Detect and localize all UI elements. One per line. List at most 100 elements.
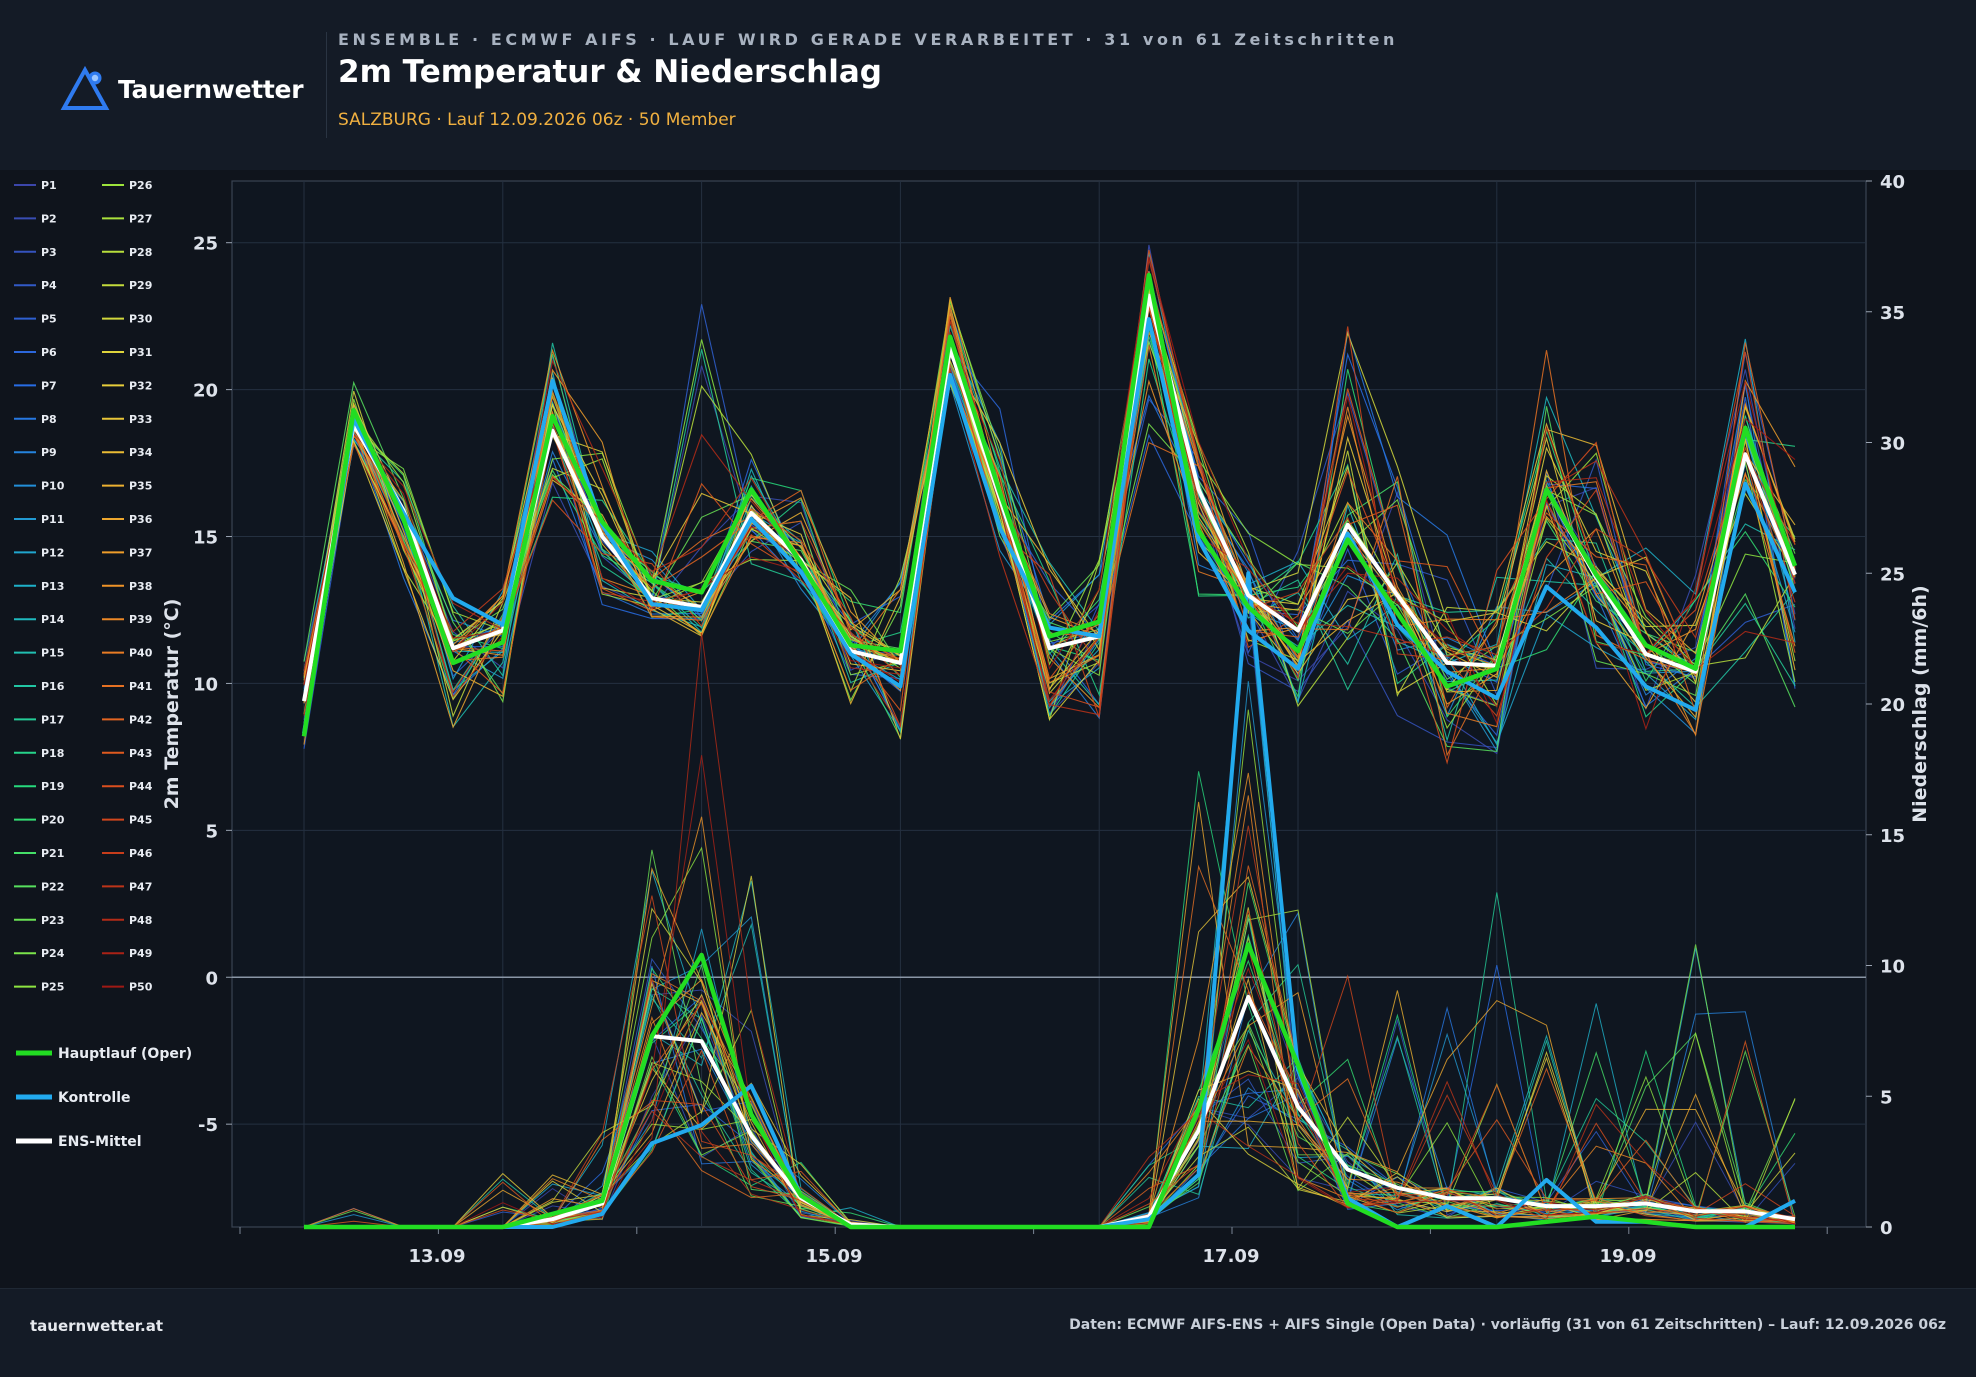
- legend-member-label: P14: [41, 613, 65, 626]
- logo[interactable]: Tauernwetter: [60, 66, 304, 112]
- legend-member-label: P3: [41, 246, 57, 259]
- legend-member-label: P33: [129, 413, 152, 426]
- legend-member-label: P35: [129, 480, 152, 493]
- y-left-axis-title: 2m Temperatur (°C): [161, 599, 183, 810]
- legend-member-label: P7: [41, 379, 57, 392]
- member-temp-line: [303, 280, 1796, 698]
- control-temp-line: [302, 317, 1797, 734]
- legend-member-label: P34: [129, 446, 153, 459]
- legend-member-label: P22: [41, 880, 64, 893]
- chart-area: -5 0 5 10 15 20 25 0 5 10 15 20 25 30 35 40 13.09 15.09 17…: [0, 170, 1976, 1286]
- y-right-tick-label: 0: [1880, 1218, 1893, 1239]
- footer: tauernwetter.at Daten: ECMWF AIFS-ENS + …: [0, 1288, 1976, 1377]
- legend-member-label: P39: [129, 613, 152, 626]
- member-temp-line: [303, 296, 1796, 745]
- legend-member-label: P47: [129, 880, 152, 893]
- y-right-tick-label: 30: [1880, 434, 1905, 455]
- legend-member-label: P24: [41, 947, 65, 960]
- oper-precip-line: [304, 942, 1795, 1230]
- ensemble-chart: -5 0 5 10 15 20 25 0 5 10 15 20 25 30 35 40 13.09 15.09 17…: [14, 172, 1931, 1267]
- legend-member-label: P17: [41, 713, 64, 726]
- legend-member-label: P32: [129, 379, 152, 392]
- legend-member-label: P9: [41, 446, 57, 459]
- y-right-tick-label: 40: [1880, 172, 1905, 193]
- x-tick-label: 13.09: [409, 1246, 466, 1267]
- y-left-tick-label: 20: [193, 381, 218, 402]
- y-left-tick-label: 15: [193, 528, 218, 549]
- legend-member-label: P46: [129, 847, 153, 860]
- legend-member-label: P4: [41, 279, 57, 292]
- legend-main-label: ENS-Mittel: [58, 1134, 142, 1150]
- header: Tauernwetter ENSEMBLE · ECMWF AIFS · LAU…: [0, 0, 1976, 170]
- x-tick-label: 19.09: [1600, 1246, 1657, 1267]
- x-tick-label: 17.09: [1203, 1246, 1260, 1267]
- member-temp-line: [303, 304, 1796, 729]
- legend-member-label: P29: [129, 279, 152, 292]
- member-temp-line: [303, 299, 1796, 716]
- header-divider: [326, 32, 327, 138]
- legend-member-label: P5: [41, 313, 57, 326]
- legend-member-label: P21: [41, 847, 64, 860]
- legend-member-label: P12: [41, 546, 64, 559]
- legend-member-label: P40: [129, 647, 153, 660]
- y-left-tick-label: 0: [205, 968, 218, 989]
- legend-member-label: P10: [41, 480, 65, 493]
- oper-temp-line: [301, 272, 1798, 737]
- legend-member-label: P28: [129, 246, 152, 259]
- legend-member-label: P49: [129, 947, 152, 960]
- chart-kicker: ENSEMBLE · ECMWF AIFS · LAUF WIRD GERADE…: [338, 30, 1399, 49]
- legend-member-label: P13: [41, 580, 64, 593]
- y-left-tick-label: 25: [193, 234, 218, 255]
- y-right-tick-label: 25: [1880, 564, 1905, 585]
- legend-member-label: P6: [41, 346, 57, 359]
- legend-member-label: P27: [129, 212, 152, 225]
- legend-member-label: P41: [129, 680, 152, 693]
- footer-source: Daten: ECMWF AIFS-ENS + AIFS Single (Ope…: [1069, 1317, 1946, 1333]
- legend-member-label: P45: [129, 814, 152, 827]
- legend-member-label: P42: [129, 713, 152, 726]
- legend-member-label: P30: [129, 313, 153, 326]
- legend-member-label: P37: [129, 546, 152, 559]
- member-temp-line: [303, 293, 1796, 697]
- legend-member-label: P19: [41, 780, 64, 793]
- member-temp-line: [303, 317, 1796, 704]
- y-left-tick-label: 5: [205, 821, 218, 842]
- y-right-tick-label: 35: [1880, 303, 1905, 324]
- legend-member-label: P8: [41, 413, 57, 426]
- legend-member-label: P38: [129, 580, 152, 593]
- y-right-tick-label: 10: [1880, 957, 1905, 978]
- member-temp-line: [303, 256, 1796, 725]
- page-title: 2m Temperatur & Niederschlag: [338, 54, 882, 90]
- y-right-axis-title: Niederschlag (mm/6h): [1909, 585, 1931, 822]
- legend-main-label: Kontrolle: [58, 1090, 131, 1106]
- legend-member-label: P20: [41, 814, 65, 827]
- y-right-tick-label: 5: [1880, 1087, 1893, 1108]
- member-temp-line: [303, 271, 1796, 685]
- legend-member-label: P43: [129, 747, 152, 760]
- legend-member-label: P11: [41, 513, 64, 526]
- member-temp-line: [303, 309, 1796, 700]
- legend-member-label: P23: [41, 914, 64, 927]
- legend-member-label: P31: [129, 346, 152, 359]
- mountain-logo-icon: [60, 66, 110, 110]
- legend-member-label: P48: [129, 914, 152, 927]
- member-temp-line: [303, 294, 1796, 753]
- legend-member-label: P44: [129, 780, 153, 793]
- legend-member-label: P2: [41, 212, 57, 225]
- y-left-tick-label: 10: [193, 674, 218, 695]
- legend-member-label: P1: [41, 179, 57, 192]
- legend-member-label: P26: [129, 179, 153, 192]
- x-tick-label: 15.09: [806, 1246, 863, 1267]
- legend-member-label: P25: [41, 981, 64, 994]
- footer-site[interactable]: tauernwetter.at: [30, 1317, 164, 1335]
- legend-member-label: P18: [41, 747, 64, 760]
- legend-main-label: Hauptlauf (Oper): [58, 1046, 192, 1062]
- y-left-tick-label: -5: [198, 1115, 218, 1136]
- legend-member-label: P36: [129, 513, 153, 526]
- legend-member-label: P15: [41, 647, 64, 660]
- legend-member-label: P16: [41, 680, 65, 693]
- chart-subtitle: SALZBURG · Lauf 12.09.2026 06z · 50 Memb…: [338, 110, 736, 130]
- y-right-tick-label: 15: [1880, 826, 1905, 847]
- logo-text: Tauernwetter: [118, 74, 304, 104]
- y-right-tick-label: 20: [1880, 695, 1905, 716]
